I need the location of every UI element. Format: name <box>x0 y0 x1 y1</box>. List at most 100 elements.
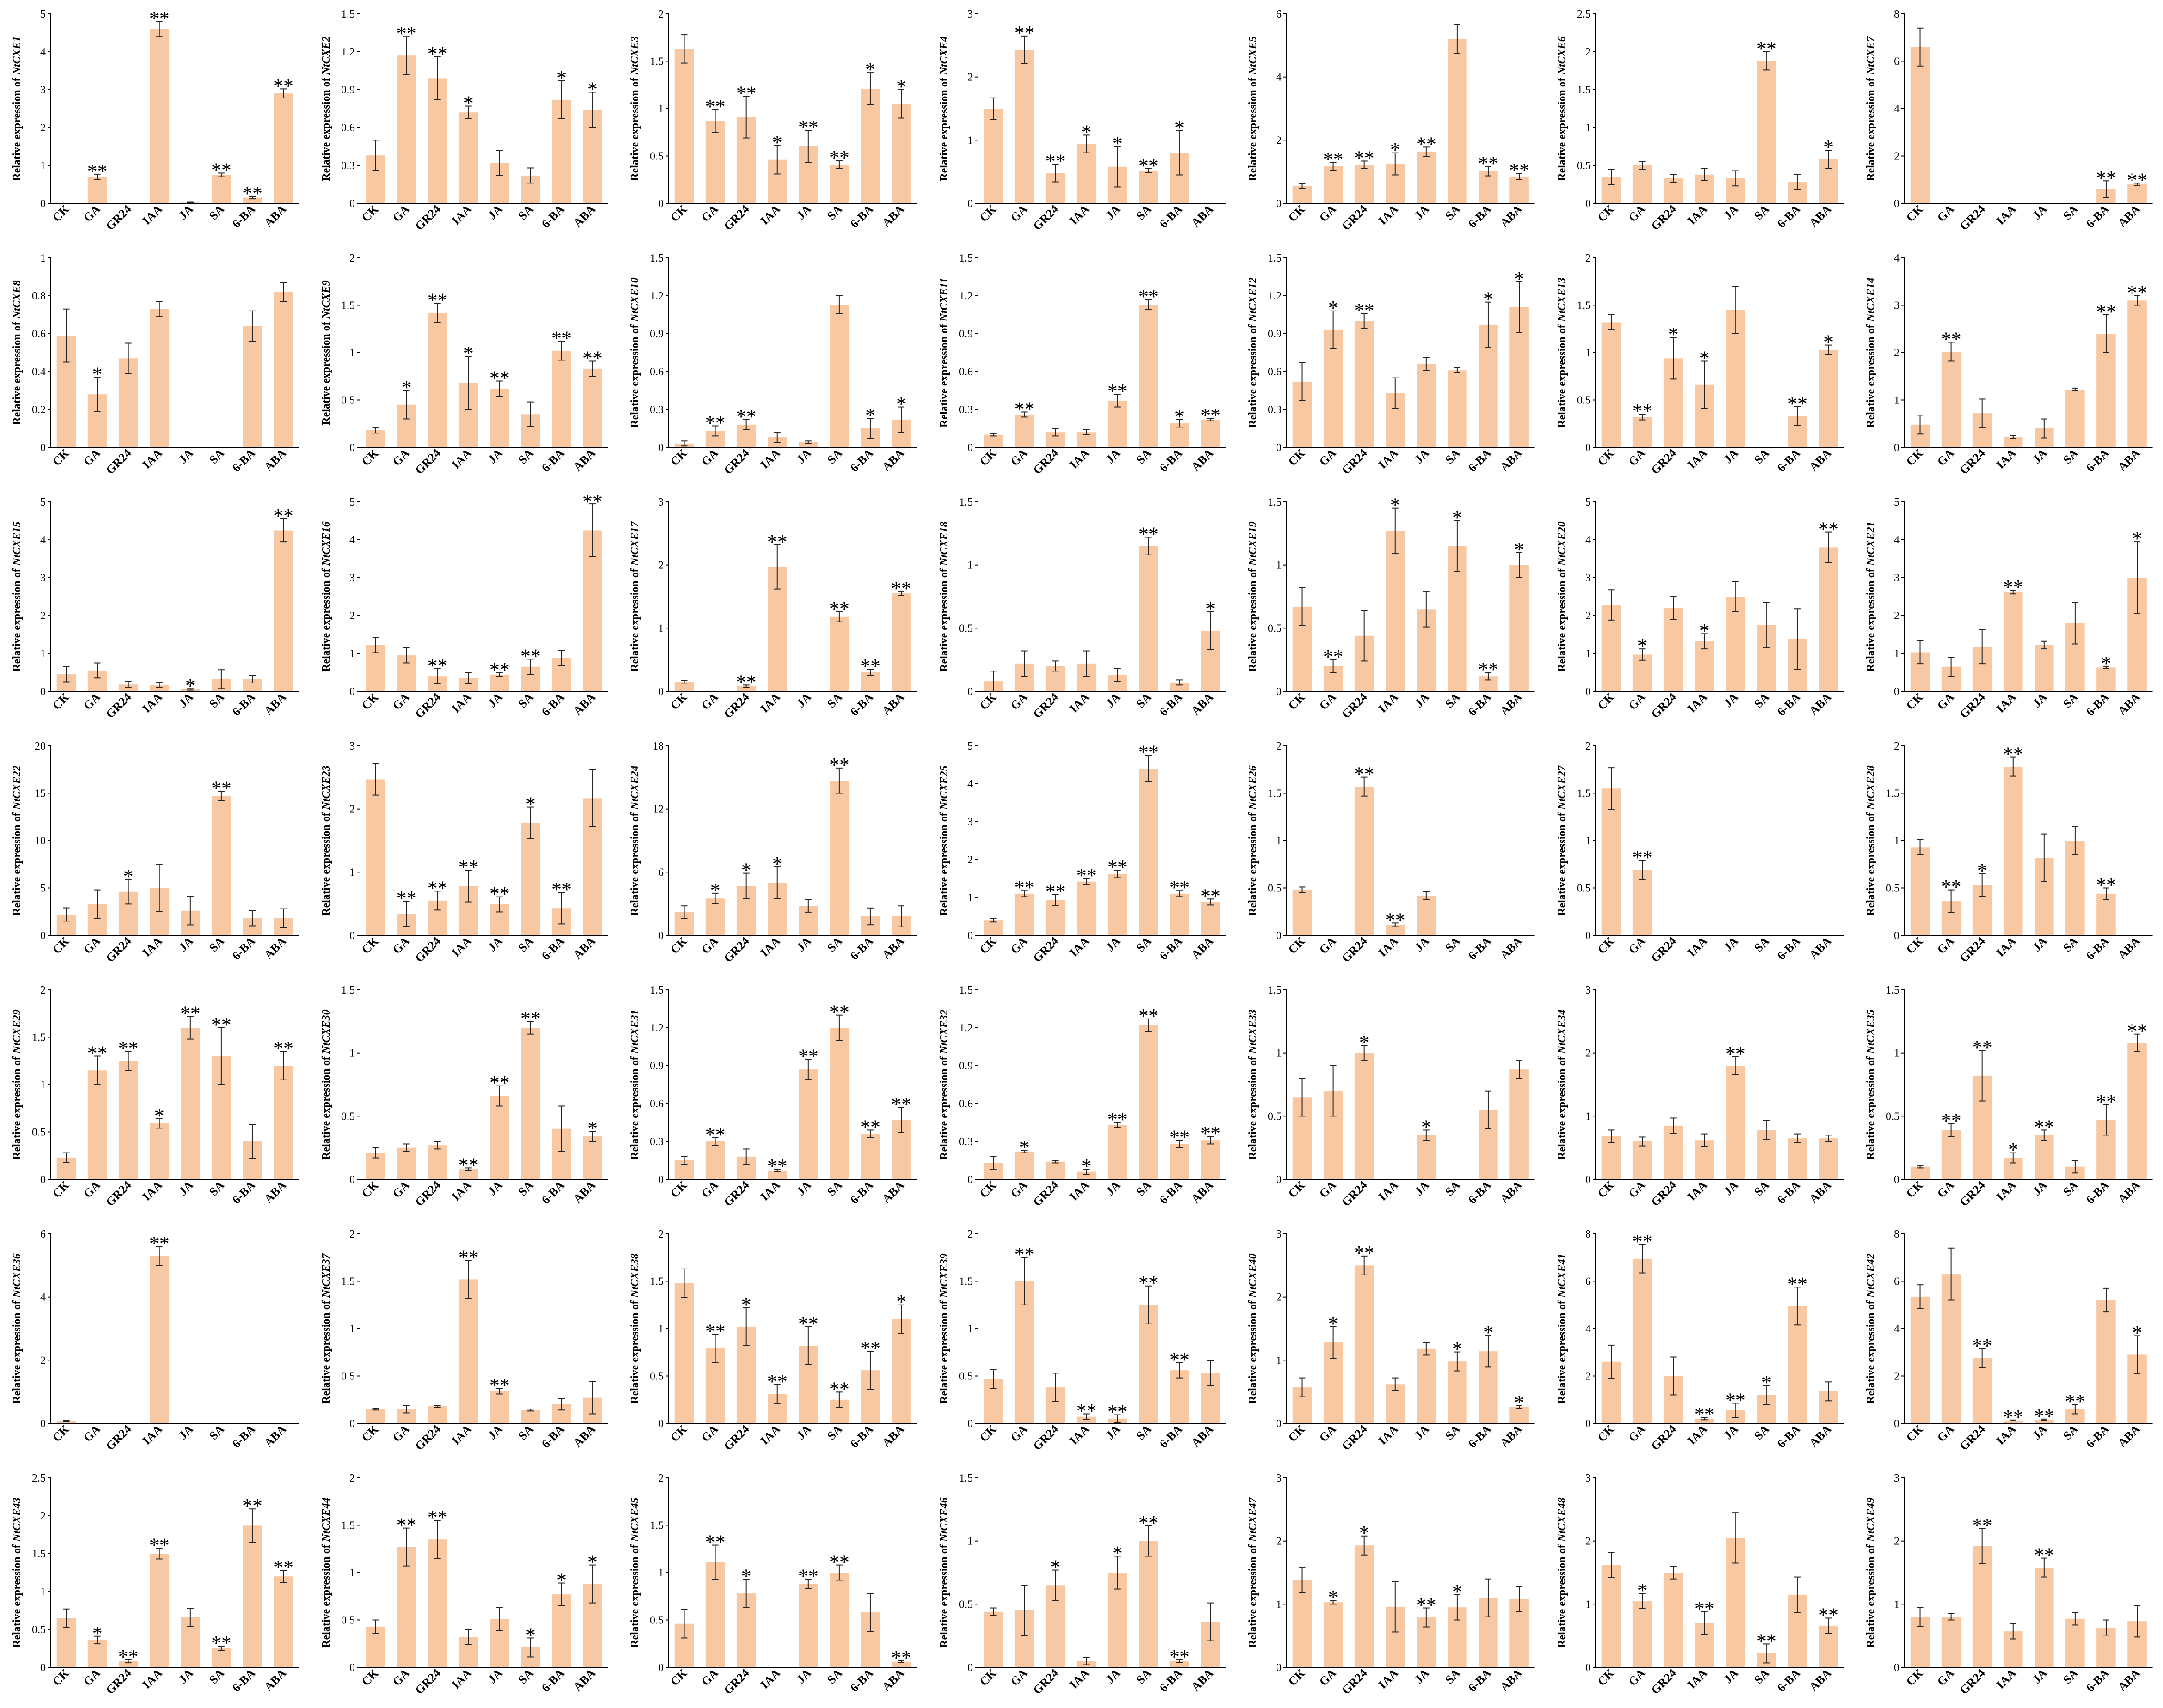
bar-ja <box>181 1028 200 1179</box>
significance-mark: * <box>1112 1542 1123 1564</box>
significance-mark: ** <box>736 82 757 104</box>
significance-mark: ** <box>891 577 911 600</box>
chart-ntcxe2: 0 0.3 0.6 0.9 1.2 1.5 Relative expression of N… <box>320 8 608 233</box>
significance-mark: * <box>772 853 782 875</box>
x-tick-label: GA <box>1626 690 1648 713</box>
significance-mark: ** <box>860 1337 880 1360</box>
significance-mark: ** <box>273 74 293 97</box>
y-tick-label: 1 <box>1276 835 1282 847</box>
y-axis-label-prefix: Relative expression of <box>1556 1542 1568 1647</box>
x-tick-label: GA <box>390 202 412 225</box>
bar-sa <box>1448 1361 1467 1423</box>
x-tick-label: ABA <box>1807 1666 1834 1694</box>
significance-mark: ** <box>1107 380 1128 403</box>
significance-mark: ** <box>489 1072 509 1094</box>
significance-mark: ** <box>891 1647 911 1669</box>
y-tick-label: 0.5 <box>959 1598 973 1610</box>
y-tick-label: 0 <box>967 198 973 210</box>
significance-mark: ** <box>211 1013 232 1036</box>
gene-name: NtCXE38 <box>629 1253 641 1298</box>
chart-ntcxe42: 0 2 4 6 8 Relative expression of NtCXE42 CK GA *… <box>1865 1228 2153 1453</box>
y-tick-label: 1.5 <box>650 252 664 264</box>
y-tick-label: 0.5 <box>650 1614 664 1626</box>
significance-mark: ** <box>736 671 757 693</box>
gene-name: NtCXE1 <box>11 36 23 75</box>
chart-ntcxe12: 0 0.3 0.6 0.9 1.2 1.5 Relative expression of N… <box>1247 252 1535 477</box>
significance-mark: ** <box>551 327 572 349</box>
significance-mark: ** <box>180 1002 201 1025</box>
y-axis-label-prefix: Relative expression of <box>320 810 332 915</box>
significance-mark: ** <box>1014 876 1034 899</box>
bar-ck <box>1911 1296 1930 1423</box>
gene-name: NtCXE11 <box>938 278 950 322</box>
bar-ck <box>1601 788 1621 935</box>
significance-mark: ** <box>1076 1399 1096 1422</box>
x-tick-label: CK <box>668 202 690 225</box>
y-tick-label: 1 <box>1276 1048 1282 1060</box>
x-tick-label: GR24 <box>412 202 443 233</box>
x-tick-label: 6-BA <box>230 690 258 719</box>
gene-name: NtCXE46 <box>938 1497 950 1542</box>
significance-mark: ** <box>118 1646 139 1668</box>
x-tick-label: SA <box>1442 1422 1463 1443</box>
y-tick-label: 3 <box>967 816 973 828</box>
y-tick-label: 3 <box>1585 1472 1591 1484</box>
significance-mark: ** <box>1138 1272 1159 1294</box>
x-tick-label: ABA <box>571 934 598 962</box>
x-tick-label: GR24 <box>1648 1666 1679 1697</box>
x-tick-label: GA <box>81 1666 103 1689</box>
x-tick-label: GR24 <box>103 1422 134 1453</box>
x-tick-label: JA <box>1103 1178 1123 1198</box>
bar-ck <box>984 1611 1003 1667</box>
bar-gr24 <box>1355 1265 1374 1423</box>
y-tick-label: 2 <box>40 122 46 134</box>
significance-mark: * <box>123 865 134 888</box>
bar-gr24 <box>737 686 756 691</box>
y-tick-label: 0 <box>349 1418 355 1430</box>
x-tick-label: 6-BA <box>538 690 567 719</box>
chart-ntcxe11: 0 0.3 0.6 0.9 1.2 1.5 Relative expression of N… <box>938 252 1226 477</box>
chart-ntcxe26: 0 0.5 1 1.5 2 Relative expression of NtCXE26 C… <box>1247 740 1535 965</box>
x-tick-label: GA <box>699 690 721 713</box>
x-tick-label: SA <box>1752 446 1772 467</box>
y-tick-label: 0 <box>1585 1662 1591 1674</box>
y-axis-label: Relative expression of NtCXE12 <box>1247 277 1259 427</box>
x-tick-label: CK <box>1286 1422 1308 1445</box>
x-tick-label: GA <box>390 1178 412 1201</box>
bar-ja <box>489 1391 509 1423</box>
y-tick-label: 4 <box>1894 103 1900 115</box>
y-tick-label: 5 <box>1585 496 1591 508</box>
significance-mark: ** <box>2034 1544 2054 1567</box>
bar-aba <box>892 1319 911 1423</box>
bar-aba <box>274 93 293 203</box>
y-tick-label: 3 <box>1585 984 1591 996</box>
y-tick-label: 4 <box>1894 252 1900 264</box>
gene-name: NtCXE30 <box>320 1009 332 1054</box>
y-tick-label: 4 <box>40 1292 46 1304</box>
x-tick-label: 6-BA <box>230 1422 258 1451</box>
x-tick-label: JA <box>485 1422 505 1442</box>
x-tick-label: 6-BA <box>1157 1178 1185 1207</box>
bar-aba <box>2127 1043 2147 1179</box>
chart-ntcxe3: 0 0.5 1 1.5 2 Relative expression of NtCXE3 CK… <box>629 8 917 233</box>
x-tick-label: GA <box>1008 202 1030 225</box>
y-tick-label: 1 <box>349 648 355 660</box>
significance-mark: ** <box>767 1155 788 1177</box>
y-tick-label: 0 <box>1276 198 1282 210</box>
x-tick-label: ABA <box>571 1178 598 1206</box>
significance-mark: ** <box>118 1037 139 1060</box>
bar-6-ba <box>2096 1300 2116 1423</box>
y-tick-label: 4 <box>1894 1323 1900 1335</box>
bar-ck <box>674 682 694 691</box>
bar-aba <box>274 1066 293 1179</box>
y-axis-label-prefix: Relative expression of <box>1556 566 1568 671</box>
x-tick-label: GR24 <box>103 446 134 477</box>
gene-name: NtCXE14 <box>1865 277 1877 322</box>
x-tick-label: ABA <box>880 1666 907 1694</box>
y-tick-label: 0 <box>349 1174 355 1186</box>
x-tick-label: CK <box>1286 1666 1308 1689</box>
significance-mark: ** <box>1941 876 1961 898</box>
x-tick-label: ABA <box>571 1422 598 1450</box>
x-tick-label: ABA <box>2115 1422 2143 1450</box>
x-tick-label: SA <box>1442 446 1463 467</box>
